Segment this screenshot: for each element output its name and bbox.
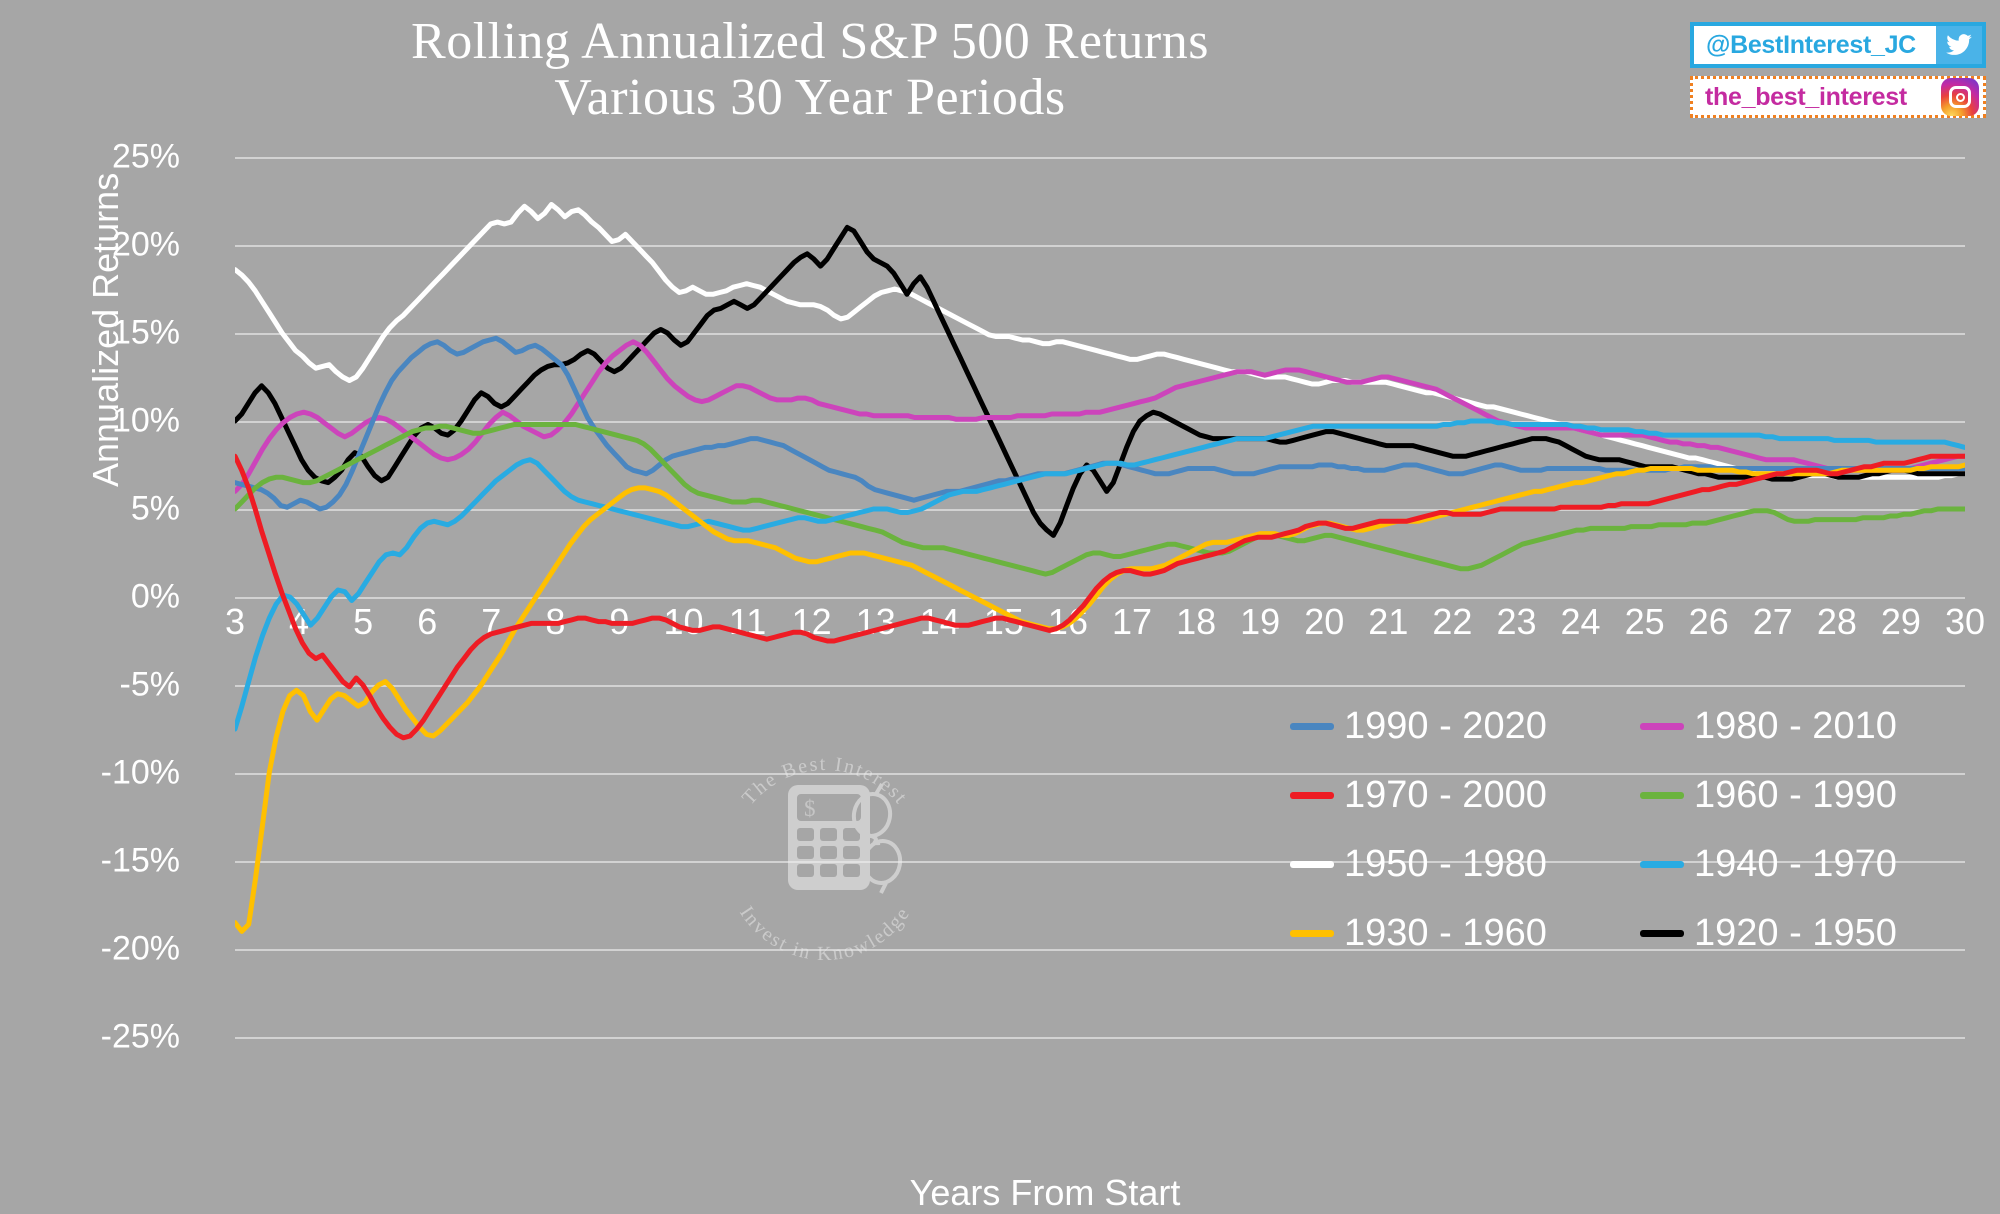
x-tick-label: 3 bbox=[224, 601, 246, 642]
brand-watermark: The Best Interest Invest in Knowledge $ bbox=[700, 740, 950, 975]
gridline bbox=[235, 773, 1965, 775]
x-tick-label: 27 bbox=[1752, 601, 1793, 642]
legend-item[interactable]: 1970 - 2000 bbox=[1290, 774, 1630, 817]
x-tick-label: 17 bbox=[1112, 601, 1153, 642]
twitter-badge[interactable]: @BestInterest_JC bbox=[1690, 22, 1986, 68]
legend-swatch bbox=[1290, 861, 1334, 868]
y-tick-label: -25% bbox=[100, 1017, 180, 1056]
gridline bbox=[235, 421, 1965, 423]
twitter-handle: @BestInterest_JC bbox=[1706, 30, 1916, 59]
legend-item[interactable]: 1920 - 1950 bbox=[1640, 912, 1980, 955]
gridline bbox=[235, 509, 1965, 511]
legend-swatch bbox=[1640, 861, 1684, 868]
x-tick-label: 29 bbox=[1880, 601, 1921, 642]
gridline bbox=[235, 861, 1965, 863]
svg-text:Invest in Knowledge: Invest in Knowledge bbox=[735, 902, 914, 965]
gridline bbox=[235, 245, 1965, 247]
series-lines bbox=[235, 202, 1965, 934]
svg-text:$: $ bbox=[804, 796, 816, 821]
series-line bbox=[235, 462, 1965, 934]
legend-item[interactable]: 1930 - 1960 bbox=[1290, 912, 1630, 955]
x-tick-label: 5 bbox=[353, 601, 374, 642]
x-tick-label: 21 bbox=[1368, 601, 1409, 642]
instagram-icon bbox=[1941, 78, 1979, 116]
gridline bbox=[235, 597, 1965, 599]
y-tick-label: -15% bbox=[100, 841, 180, 880]
gridline bbox=[235, 157, 1965, 159]
legend-item[interactable]: 1990 - 2020 bbox=[1290, 705, 1630, 748]
legend-item[interactable]: 1950 - 1980 bbox=[1290, 843, 1630, 886]
y-tick-label: -5% bbox=[119, 665, 180, 704]
x-tick-label: 20 bbox=[1304, 601, 1345, 642]
instagram-handle: the_best_interest bbox=[1705, 82, 1907, 111]
series-line bbox=[235, 418, 1965, 732]
twitter-icon bbox=[1936, 26, 1982, 64]
chart-legend: 1990 - 2020 1980 - 2010 1970 - 2000 1960 - … bbox=[1290, 705, 1980, 955]
x-tick-label: 24 bbox=[1560, 601, 1601, 642]
legend-label: 1990 - 2020 bbox=[1344, 705, 1547, 747]
glasses-icon bbox=[851, 782, 903, 894]
legend-label: 1920 - 1950 bbox=[1694, 912, 1897, 954]
series-line bbox=[235, 453, 1965, 741]
legend-item[interactable]: 1960 - 1990 bbox=[1640, 774, 1980, 817]
series-line bbox=[235, 422, 1965, 577]
legend-label: 1940 - 1970 bbox=[1694, 843, 1897, 885]
x-tick-label: 30 bbox=[1944, 601, 1986, 642]
x-tick-label: 18 bbox=[1176, 601, 1217, 642]
y-axis-label: Annualized Returns bbox=[85, 172, 126, 487]
legend-item[interactable]: 1980 - 2010 bbox=[1640, 705, 1980, 748]
chart-title: Rolling Annualized S&P 500 Returns Vario… bbox=[411, 13, 1209, 127]
legend-swatch bbox=[1290, 930, 1334, 937]
legend-swatch bbox=[1290, 792, 1334, 799]
x-tick-label: 26 bbox=[1688, 601, 1729, 642]
x-tick-label: 6 bbox=[417, 601, 438, 642]
legend-label: 1960 - 1990 bbox=[1694, 774, 1897, 816]
legend-label: 1980 - 2010 bbox=[1694, 705, 1897, 747]
x-tick-label: 19 bbox=[1240, 601, 1281, 642]
y-tick-label: 10% bbox=[111, 401, 180, 440]
legend-label: 1970 - 2000 bbox=[1344, 774, 1547, 816]
x-tick-label: 25 bbox=[1624, 601, 1665, 642]
series-line bbox=[235, 202, 1965, 480]
y-tick-label: 15% bbox=[111, 313, 180, 352]
gridline bbox=[235, 685, 1965, 687]
legend-item[interactable]: 1940 - 1970 bbox=[1640, 843, 1980, 886]
y-tick-label: 0% bbox=[130, 577, 180, 616]
gridline bbox=[235, 1037, 1965, 1039]
y-tick-label: -20% bbox=[100, 929, 180, 968]
x-tick-label: 23 bbox=[1496, 601, 1537, 642]
legend-swatch bbox=[1640, 930, 1684, 937]
instagram-badge[interactable]: the_best_interest bbox=[1690, 76, 1986, 118]
y-tick-label: 5% bbox=[130, 489, 180, 528]
x-tick-label: 28 bbox=[1816, 601, 1857, 642]
legend-swatch bbox=[1640, 723, 1684, 730]
gridline bbox=[235, 333, 1965, 335]
y-tick-label: 20% bbox=[111, 225, 180, 264]
x-axis-label: Years From Start bbox=[909, 1172, 1181, 1213]
legend-swatch bbox=[1290, 723, 1334, 730]
y-tick-label: -10% bbox=[100, 753, 180, 792]
y-tick-label: 25% bbox=[111, 137, 180, 176]
gridline bbox=[235, 949, 1965, 951]
legend-label: 1930 - 1960 bbox=[1344, 912, 1547, 954]
x-tick-label: 22 bbox=[1432, 601, 1473, 642]
legend-label: 1950 - 1980 bbox=[1344, 843, 1547, 885]
legend-swatch bbox=[1640, 792, 1684, 799]
watermark-bottom-text: Invest in Knowledge bbox=[735, 902, 912, 965]
social-badges: @BestInterest_JC the_best_interest bbox=[1690, 22, 1986, 126]
